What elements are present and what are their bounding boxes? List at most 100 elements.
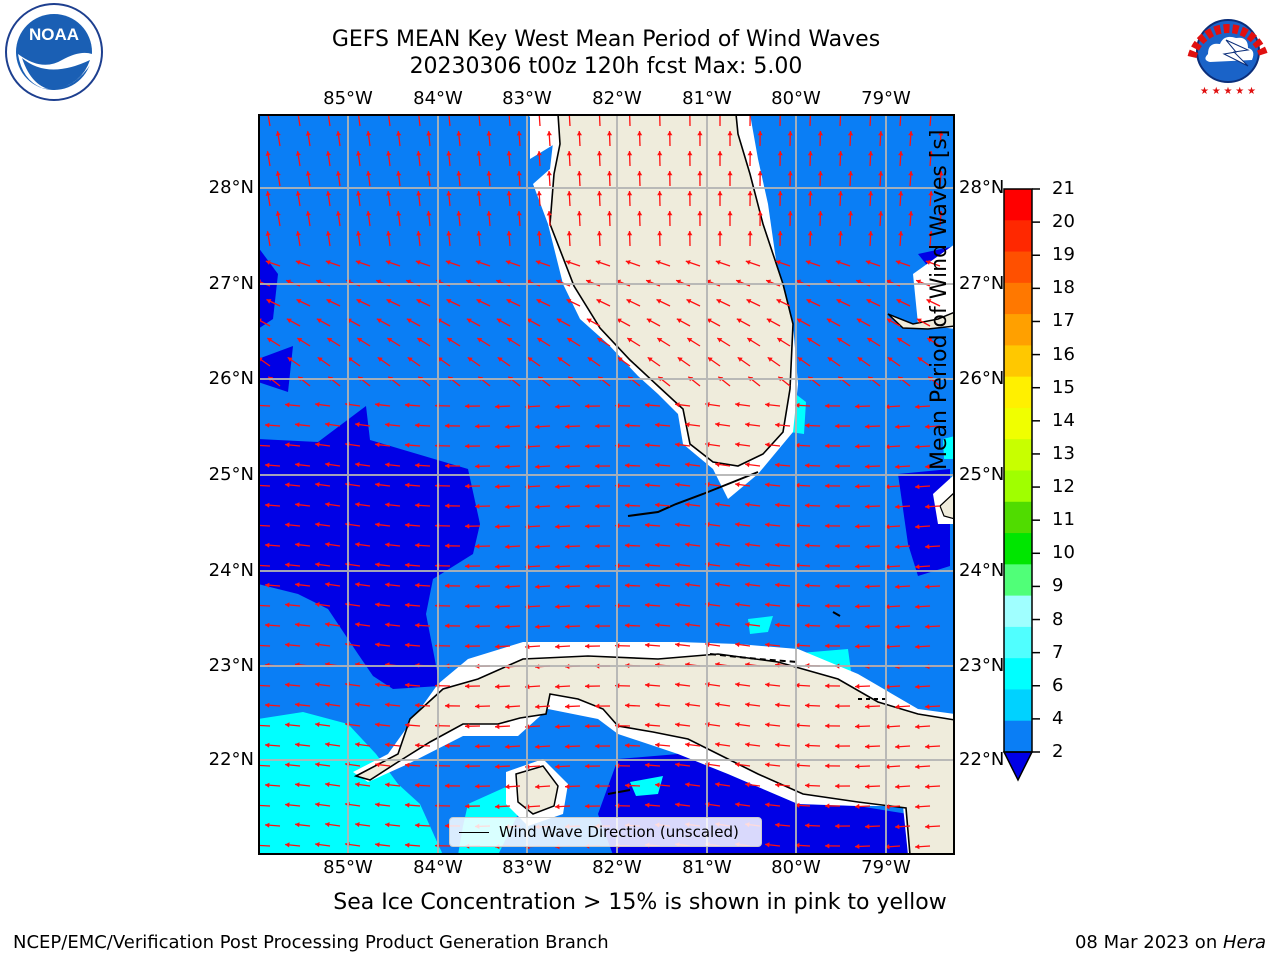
wind-wave-arrow [258, 644, 271, 647]
wind-wave-arrowhead [625, 783, 630, 789]
wind-wave-arrowhead [735, 682, 740, 688]
wind-wave-arrowhead [555, 764, 560, 770]
wind-wave-arrowhead [655, 702, 660, 708]
chart-subtitle: 20230306 t00z 120h fcst Max: 5.00 [409, 54, 803, 79]
wind-wave-arrowhead [535, 624, 540, 630]
wind-wave-arrowhead [727, 211, 733, 216]
wind-wave-arrowhead [325, 822, 330, 828]
wind-wave-arrowhead [555, 524, 560, 530]
wind-wave-arrowhead [595, 463, 600, 469]
wind-wave-arrowhead [595, 503, 600, 509]
wind-wave-arrowhead [896, 299, 902, 304]
wind-wave-arrowhead [565, 783, 570, 790]
wind-wave-arrowhead [456, 171, 462, 176]
wind-wave-arrowhead [325, 542, 330, 548]
wind-wave-arrowhead [555, 564, 560, 570]
wind-wave-arrowhead [305, 171, 311, 176]
wind-wave-arrowhead [415, 542, 420, 548]
colorbar-band [1004, 564, 1032, 597]
lat-label-left: 24°N [208, 560, 254, 581]
wind-wave-arrowhead [356, 231, 362, 236]
wind-wave-arrowhead [825, 483, 830, 489]
wind-wave-arrowhead [596, 299, 602, 304]
wind-wave-arrowhead [915, 844, 920, 850]
coast-halo [530, 114, 558, 159]
wind-wave-arrowhead [376, 318, 382, 324]
wind-wave-arrowhead [465, 603, 470, 609]
wind-wave-arrowhead [735, 442, 740, 448]
wind-wave-arrowhead [385, 542, 390, 548]
wind-wave-arrowhead [445, 783, 450, 789]
wind-wave-arrowhead [655, 462, 660, 468]
wind-wave-arrowhead [796, 279, 802, 285]
wind-wave-arrowhead [687, 231, 693, 236]
wind-wave-arrowhead [835, 743, 840, 749]
wind-wave-arrowhead [908, 171, 914, 176]
wind-wave-arrowhead [765, 682, 770, 688]
wind-wave-arrowhead [865, 464, 870, 470]
wind-wave-arrowhead [757, 211, 763, 216]
wind-wave-arrowhead [386, 151, 392, 156]
wind-wave-arrowhead [286, 318, 292, 324]
wind-wave-arrowhead [837, 191, 843, 196]
lon-label-top: 79°W [861, 88, 911, 109]
wind-wave-arrowhead [375, 762, 380, 768]
wind-wave-arrowhead [745, 542, 750, 548]
wind-wave-arrowhead [685, 502, 690, 508]
wind-wave-arrowhead [375, 842, 380, 848]
wind-wave-arrowhead [915, 804, 920, 810]
wind-wave-arrowhead [646, 318, 652, 324]
wind-wave-arrowhead [656, 299, 662, 304]
wind-wave-arrowhead [285, 442, 290, 448]
wind-wave-arrowhead [715, 260, 721, 265]
wind-wave-arrowhead [915, 764, 920, 770]
colorbar-tick-label: 20 [1052, 211, 1075, 233]
wind-wave-arrowhead [925, 744, 930, 750]
colorbar-tick-label: 8 [1052, 608, 1064, 630]
wind-wave-arrowhead [415, 502, 420, 508]
wind-wave-arrowhead [475, 260, 481, 265]
wind-wave-arrowhead [585, 523, 590, 529]
wind-wave-arrowhead [825, 563, 830, 569]
wind-wave-arrowhead [585, 483, 590, 489]
wind-wave-arrowhead [775, 542, 780, 548]
wind-wave-arrowhead [285, 482, 290, 488]
wind-wave-arrowhead [715, 742, 720, 748]
wind-wave-arrowhead [685, 422, 690, 428]
wind-wave-arrowhead [285, 522, 290, 528]
wind-wave-arrowhead [915, 644, 920, 650]
wind-wave-arrowhead [825, 643, 830, 649]
wind-wave-arrowhead [675, 762, 680, 768]
wind-wave-arrowhead [915, 564, 920, 570]
wind-wave-arrowhead [405, 442, 410, 448]
wind-wave-arrowhead [285, 842, 290, 848]
lat-label-left: 25°N [208, 464, 254, 485]
wind-wave-arrowhead [746, 299, 752, 304]
colorbar-tick-label: 9 [1052, 575, 1064, 597]
wind-wave-arrowhead [625, 703, 630, 709]
wind-wave-arrowhead [745, 462, 750, 468]
lon-label-top: 85°W [323, 88, 373, 109]
colorbar-band [1004, 501, 1032, 534]
wind-wave-arrowhead [366, 171, 372, 176]
lon-label-bottom: 82°W [592, 857, 642, 878]
wind-wave-arrowhead [895, 544, 900, 550]
wind-wave-arrowhead [775, 742, 780, 748]
wind-wave-arrowhead [405, 722, 410, 728]
wind-wave-arrowhead [445, 503, 450, 509]
wind-wave-arrowhead [555, 724, 560, 730]
wind-wave-arrowhead [536, 191, 542, 196]
wind-wave-arrowhead [646, 279, 652, 285]
wind-wave-arrowhead [476, 151, 482, 156]
wind-wave-arrowhead [685, 582, 690, 588]
wind-wave-arrowhead [685, 260, 691, 265]
wind-wave-arrowhead [475, 463, 480, 469]
keys-line [627, 471, 759, 517]
wind-wave-arrow [357, 114, 361, 127]
wind-wave-arrowhead [416, 151, 422, 156]
wind-wave-arrowhead [777, 151, 783, 156]
wind-wave-arrowhead [745, 422, 750, 428]
wind-wave-arrowhead [735, 522, 740, 528]
wind-wave-arrowhead [926, 299, 932, 304]
svg-text:★ ★ ★ ★ ★: ★ ★ ★ ★ ★ [1200, 86, 1256, 97]
